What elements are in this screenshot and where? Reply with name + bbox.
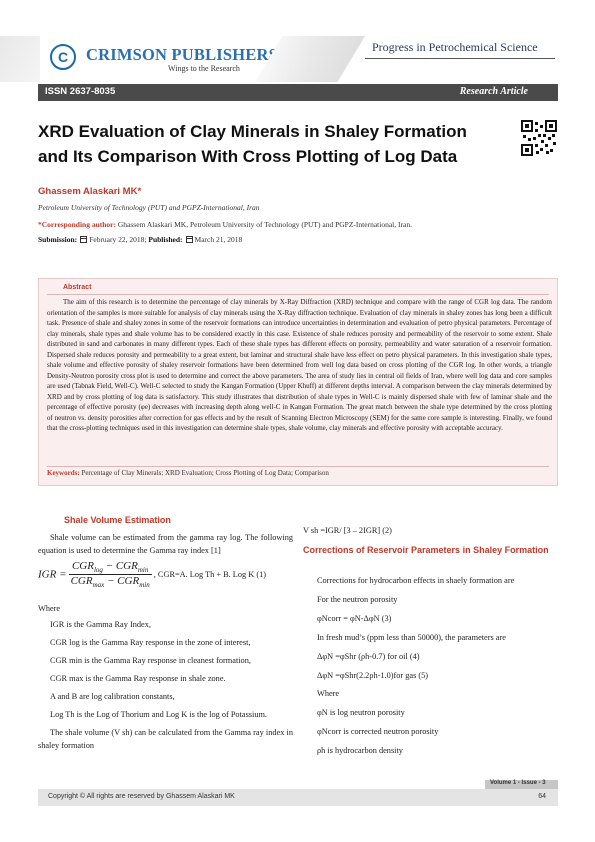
definition: φN is log neutron porosity — [317, 708, 405, 717]
where-label: Where — [317, 689, 340, 698]
keywords: Keywords: Percentage of Clay Minerals; X… — [47, 469, 552, 477]
corresponding-label: *Corresponding author: — [38, 220, 116, 229]
issn: ISSN 2637-8035 — [45, 86, 116, 97]
text-line: In fresh mud’s (ppm less than 50000), th… — [317, 633, 506, 642]
eq-term: CGR — [71, 560, 94, 572]
equation-1: IGR = CGRlog − CGRmin CGRmax − CGRmin , … — [38, 560, 293, 596]
definition: φNcorr is corrected neutron porosity — [317, 727, 439, 736]
dates: Submission: February 22, 2018; Published:… — [38, 235, 242, 244]
publisher-tagline: Wings to the Research — [168, 64, 240, 73]
page-footer: Copyright © All rights are reserved by G… — [38, 789, 558, 806]
header-decoration — [255, 36, 365, 82]
text-line: For the neutron porosity — [317, 595, 398, 604]
calendar-icon — [80, 236, 88, 243]
article-title: XRD Evaluation of Clay Minerals in Shale… — [38, 119, 518, 169]
equation-lhs: IGR = — [38, 568, 67, 581]
paragraph: Shale volume can be estimated from the g… — [38, 533, 293, 555]
published-date: March 21, 2018 — [194, 235, 243, 244]
title-line: XRD Evaluation of Clay Minerals in Shale… — [38, 122, 467, 141]
equation-numerator: CGRlog − CGRmin — [68, 560, 152, 576]
publisher-name: CRIMSON PUBLISHERS — [86, 45, 279, 64]
affiliation: Petroleum University of Technology (PUT)… — [38, 203, 260, 212]
equation-2: V sh =IGR/ [3 – 2IGR] (2) — [303, 526, 392, 535]
logo-letter: C — [57, 49, 69, 65]
issn-bar: ISSN 2637-8035 Research Article — [38, 84, 558, 101]
definition: CGR log is the Gamma Ray response in the… — [50, 638, 251, 647]
definition: IGR is the Gamma Ray Index, — [50, 620, 151, 629]
journal-title: Progress in Petrochemical Science — [372, 40, 538, 54]
equation-fraction: CGRlog − CGRmin CGRmax − CGRmin — [68, 560, 152, 590]
publisher-logo: C CRIMSON PUBLISHERS Wings to the Resear… — [40, 36, 278, 80]
submission-label: Submission: — [38, 235, 78, 244]
copyright: Copyright © All rights are reserved by G… — [48, 793, 235, 800]
definition: ρh is hydrocarbon density — [317, 746, 403, 755]
equation-denominator: CGRmax − CGRmin — [70, 575, 150, 590]
submission-date: February 22, 2018; — [89, 235, 147, 244]
abstract-text: The aim of this research is to determine… — [47, 298, 552, 432]
where-label: Where — [38, 604, 61, 613]
title-line: and Its Comparison With Cross Plotting o… — [38, 147, 458, 166]
definition: A and B are log calibration constants, — [50, 692, 175, 701]
eq-term: CGR — [115, 560, 138, 572]
eq-sub: min — [139, 581, 150, 590]
volume-issue-badge: Volume 1 - Issue - 3 — [485, 780, 558, 789]
divider — [365, 58, 555, 59]
definition: CGR max is the Gamma Ray response in sha… — [50, 674, 226, 683]
page-number: 64 — [538, 793, 546, 800]
eq-term: CGR — [117, 575, 140, 588]
text-line: Corrections for hydrocarbon effects in s… — [317, 576, 515, 585]
section-heading: Shale Volume Estimation — [64, 515, 171, 525]
equation-5: ΔφN =φShr(2.2ρh-1.0)for gas (5) — [317, 671, 429, 680]
equation-tail: , CGR=A. Log Th + B. Log K (1) — [153, 570, 266, 580]
abstract-box: Abstract The aim of this research is to … — [38, 278, 558, 486]
abstract-heading: Abstract — [63, 284, 92, 291]
eq-sub: min — [137, 566, 149, 575]
divider — [47, 294, 549, 295]
article-type: Research Article — [459, 86, 528, 97]
corresponding-author: *Corresponding author: Ghassem Alaskari … — [38, 220, 412, 229]
eq-term: CGR — [70, 575, 93, 588]
eq-sub: max — [92, 581, 105, 590]
equation-4: ΔφN =φShr (ρh-0.7) for oil (4) — [317, 652, 420, 661]
eq-sub: log — [93, 566, 103, 575]
page-header: C CRIMSON PUBLISHERS Wings to the Resear… — [0, 0, 595, 82]
definition: CGR min is the Gamma Ray response in cle… — [50, 656, 251, 665]
calendar-icon — [185, 236, 193, 243]
volume-issue: Volume 1 - Issue - 3 — [490, 780, 546, 786]
qr-code-icon[interactable] — [521, 120, 557, 156]
published-label: Published: — [148, 235, 183, 244]
keywords-text: Percentage of Clay Minerals; XRD Evaluat… — [81, 469, 329, 477]
section-heading: Corrections of Reservoir Parameters in S… — [303, 545, 549, 555]
corresponding-text: Ghassem Alaskari MK, Petroleum Universit… — [117, 220, 412, 229]
equation-3: φNcorr = φN-ΔφN (3) — [317, 614, 392, 623]
keywords-label: Keywords: — [47, 469, 80, 477]
logo-circle-icon: C — [50, 44, 76, 70]
definition: Log Th is the Log of Thorium and Log K i… — [50, 710, 268, 719]
header-decoration — [0, 36, 40, 82]
author: Ghassem Alaskari MK* — [38, 186, 142, 197]
divider — [47, 466, 549, 467]
paragraph: The shale volume (V sh) can be calculate… — [38, 728, 293, 750]
